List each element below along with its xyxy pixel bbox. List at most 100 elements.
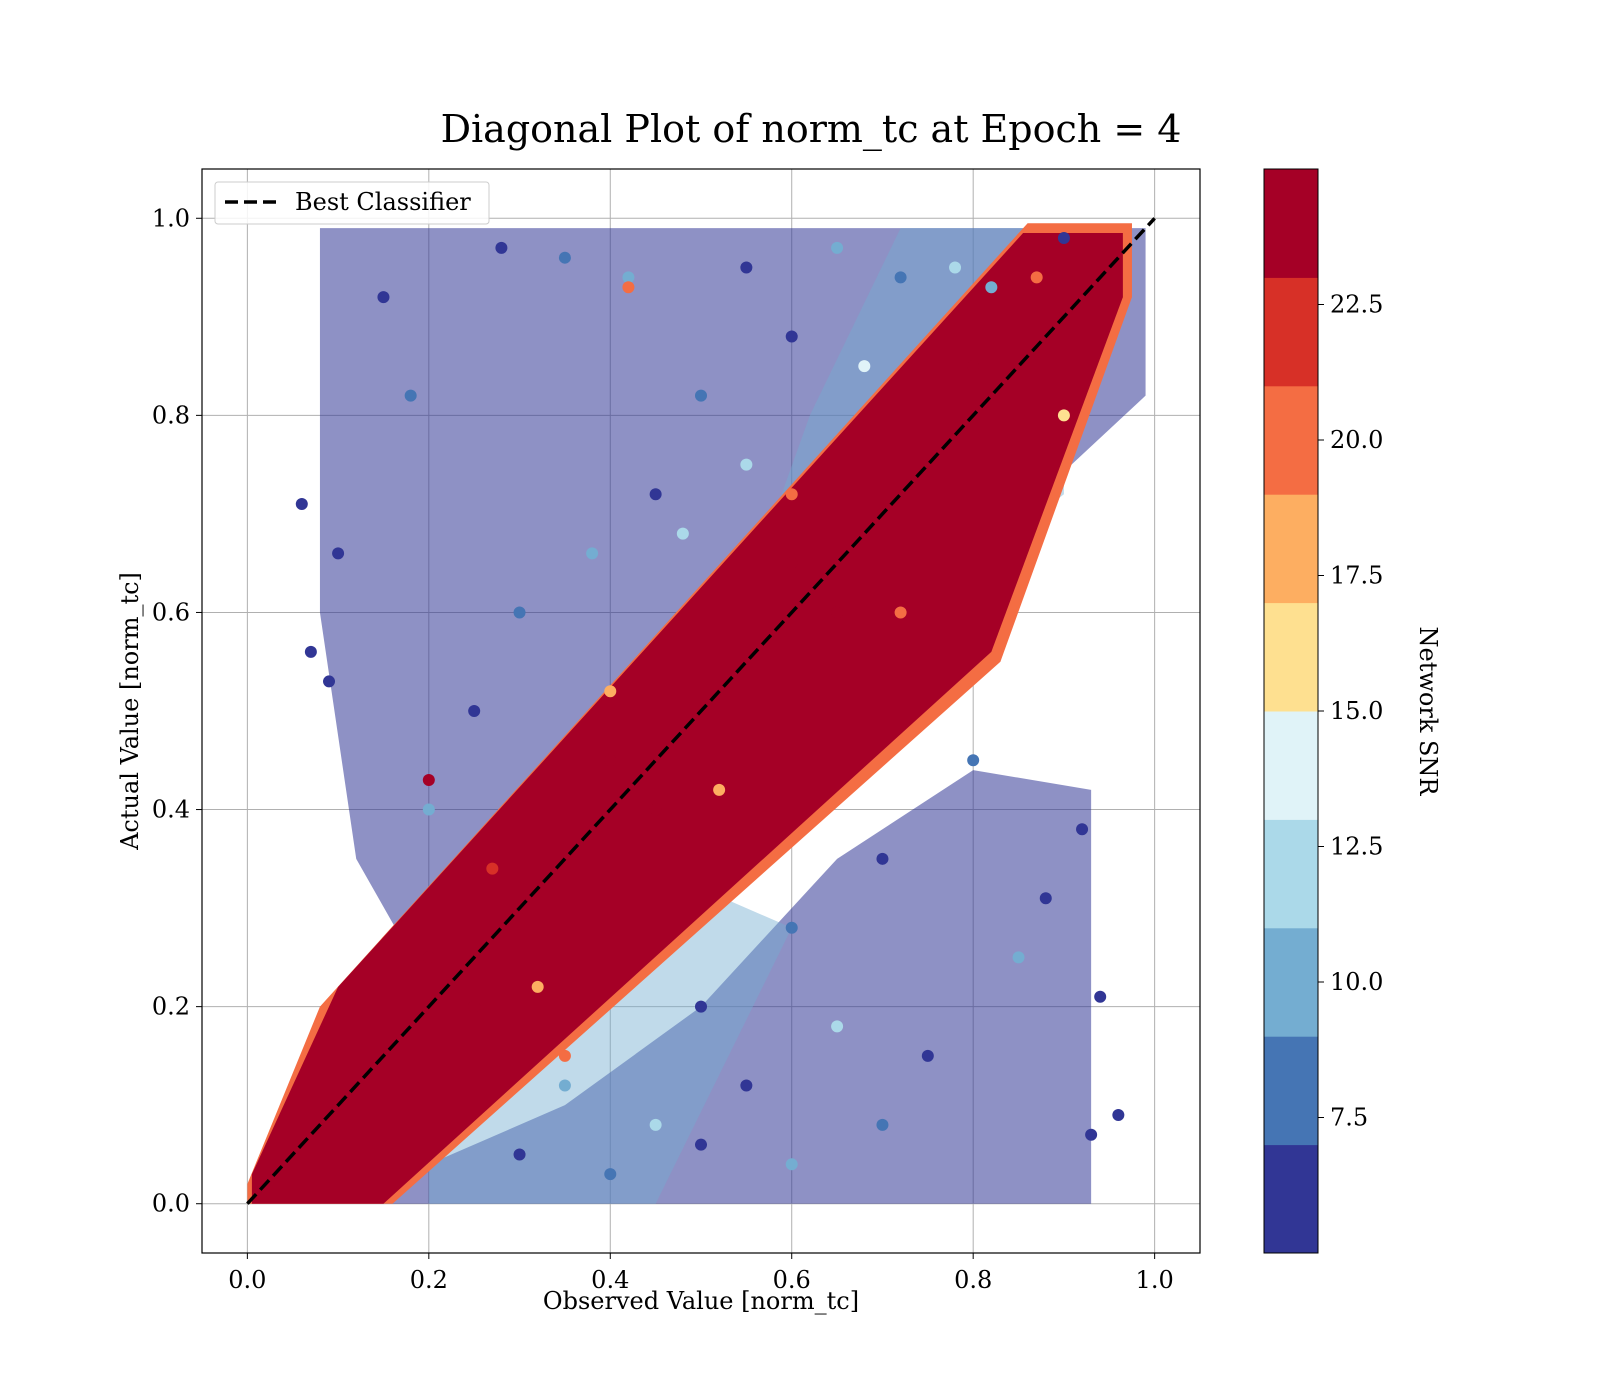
- scatter-point: [676, 527, 689, 540]
- scatter-point: [1057, 409, 1070, 422]
- colorbar-segment: [1264, 1144, 1318, 1254]
- scatter-point: [894, 606, 907, 619]
- colorbar-segment: [1264, 277, 1318, 387]
- scatter-point: [713, 783, 726, 796]
- scatter-point: [332, 547, 345, 560]
- scatter-point: [785, 921, 798, 934]
- colorbar-tick-label: 15.0: [1330, 697, 1383, 725]
- scatter-point: [1012, 951, 1025, 964]
- scatter-point: [558, 1049, 571, 1062]
- x-tick-label: 1.0: [1136, 1266, 1174, 1294]
- plot-frame: [201, 168, 1201, 1254]
- scatter-point: [1076, 823, 1089, 836]
- scatter-point: [468, 705, 481, 717]
- x-axis-ticks: 0.0 0.2 0.4 0.6 0.8 1.0: [228, 1253, 1174, 1294]
- scatter-point: [604, 754, 617, 767]
- scatter-point: [695, 1138, 707, 1151]
- scatter-point: [586, 547, 599, 560]
- x-tick-label: 0.0: [228, 1266, 266, 1294]
- scatter-point: [1039, 892, 1052, 905]
- x-axis-label: Observed Value [norm_tc]: [543, 1287, 859, 1315]
- scatter-point: [513, 1148, 526, 1161]
- scatter-point: [831, 241, 844, 254]
- scatter-point: [1012, 409, 1025, 422]
- scatter-point: [1057, 231, 1070, 244]
- scatter-point: [649, 488, 662, 501]
- x-tick-label: 0.4: [591, 1266, 629, 1294]
- scatter-point: [876, 1118, 889, 1131]
- scatter-point: [858, 360, 871, 373]
- y-tick-label: 0.8: [152, 401, 190, 429]
- scatter-point: [304, 645, 317, 658]
- y-axis-label: Actual Value [norm_tc]: [116, 572, 144, 851]
- colorbar-segment: [1264, 927, 1318, 1037]
- scatter-point: [740, 458, 753, 471]
- reference-line: [246, 217, 1156, 1205]
- scatter-points: [295, 231, 1125, 1181]
- colorbar-tick-label: 22.5: [1330, 291, 1383, 319]
- chart-title: Diagonal Plot of norm_tc at Epoch = 4: [441, 107, 1182, 152]
- y-tick-label: 0.2: [152, 993, 190, 1021]
- scatter-point: [740, 261, 753, 274]
- colorbar-segment: [1264, 711, 1318, 820]
- scatter-point: [295, 498, 308, 511]
- colorbar-segment: [1264, 602, 1318, 712]
- scatter-point: [513, 606, 526, 619]
- scatter-point: [1112, 1109, 1125, 1122]
- scatter-point: [558, 251, 571, 264]
- scatter-point: [949, 261, 962, 274]
- scatter-point: [622, 281, 635, 294]
- scatter-point: [422, 773, 435, 786]
- colorbar: 7.5 10.0 12.5 15.0 17.5 20.0 22.5: [1263, 168, 1383, 1254]
- scatter-point: [649, 803, 662, 816]
- colorbar-segment: [1264, 1036, 1318, 1146]
- density-lower-mid: [428, 888, 792, 1204]
- scatter-point: [695, 1000, 707, 1013]
- legend: Best Classifier: [214, 181, 490, 225]
- scatter-point: [1085, 1128, 1098, 1141]
- colorbar-tick-label: 12.5: [1330, 833, 1383, 861]
- colorbar-tick-label: 17.5: [1330, 562, 1383, 590]
- colorbar-segment: [1264, 385, 1318, 495]
- scatter-point: [495, 241, 508, 254]
- scatter-point: [422, 803, 435, 816]
- y-tick-label: 1.0: [152, 204, 190, 232]
- scatter-point: [1030, 271, 1043, 284]
- scatter-point: [785, 557, 798, 570]
- scatter-point: [985, 281, 998, 294]
- y-tick-label: 0.6: [152, 598, 190, 626]
- legend-box: [214, 181, 490, 225]
- scatter-point: [486, 862, 499, 875]
- scatter-point: [404, 389, 417, 402]
- scatter-point: [967, 754, 980, 767]
- scatter-point: [695, 389, 707, 402]
- scatter-point: [785, 330, 798, 343]
- scatter-point: [831, 1020, 844, 1033]
- y-tick-label: 0.4: [152, 796, 190, 824]
- colorbar-segment: [1264, 819, 1318, 929]
- scatter-point: [558, 1079, 571, 1092]
- scatter-point: [740, 1079, 753, 1092]
- colorbar-tick-label: 20.0: [1330, 426, 1383, 454]
- scatter-point: [876, 852, 889, 865]
- scatter-point: [468, 1000, 481, 1013]
- scatter-point: [604, 685, 617, 698]
- scatter-point: [422, 951, 435, 964]
- y-tick-label: 0.0: [152, 1190, 190, 1218]
- scatter-point: [921, 1049, 934, 1062]
- colorbar-tick-label: 10.0: [1330, 968, 1383, 996]
- scatter-point: [894, 271, 907, 284]
- colorbar-label: Network SNR: [1414, 627, 1442, 797]
- scatter-point: [831, 606, 844, 619]
- colorbar-tick-label: 7.5: [1330, 1104, 1368, 1132]
- colorbar-segment: [1264, 494, 1318, 604]
- best-classifier-line: [246, 217, 1156, 1205]
- scatter-point: [323, 675, 336, 688]
- colorbar-segment: [1264, 169, 1318, 278]
- scatter-point: [785, 1158, 798, 1171]
- scatter-point: [622, 271, 635, 284]
- scatter-point: [604, 1168, 617, 1181]
- scatter-point: [1094, 990, 1107, 1003]
- x-tick-label: 0.8: [954, 1266, 992, 1294]
